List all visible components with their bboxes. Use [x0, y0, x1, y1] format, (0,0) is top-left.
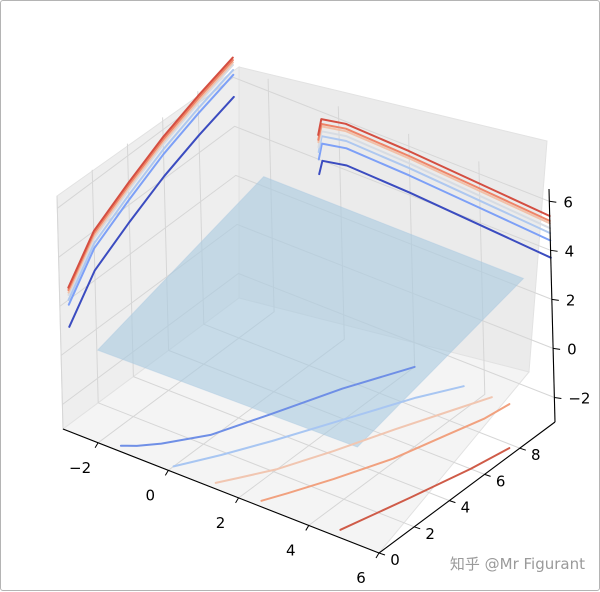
z-tick-mark — [554, 396, 562, 399]
watermark: 知乎 @Mr Figurant — [449, 555, 585, 573]
y-tick-mark — [519, 447, 526, 451]
x-tick-label: 6 — [356, 569, 366, 587]
y-tick-mark — [378, 552, 386, 556]
x-tick-mark — [94, 442, 99, 449]
grid-line-z — [57, 76, 550, 209]
contour-x-1 — [67, 73, 235, 306]
contour-y-0 — [318, 159, 552, 259]
axis-lines — [62, 188, 556, 554]
y-tick-mark — [484, 473, 491, 477]
z-tick-label: −2 — [568, 389, 590, 407]
y-tick-label: 2 — [425, 525, 435, 543]
z-tick-mark — [550, 249, 558, 252]
y-tick-mark — [414, 526, 421, 530]
contour-lines — [67, 56, 552, 531]
x-tick-label: −2 — [69, 459, 91, 477]
y-tick-label: 4 — [461, 499, 471, 517]
x-tick-label: 4 — [286, 541, 296, 559]
z-tick-mark — [549, 200, 557, 203]
x-tick-mark — [375, 552, 380, 559]
z-tick-mark — [551, 298, 559, 301]
z-tick-label: 2 — [566, 291, 576, 309]
z-tick-label: 6 — [563, 193, 573, 211]
z-tick-label: 0 — [567, 340, 577, 358]
contour-x-3 — [67, 64, 234, 296]
contour-x-0 — [68, 95, 235, 328]
grid-line-y-wall — [91, 169, 99, 403]
grid-line-y-wall — [56, 195, 64, 430]
contour-z-4 — [339, 447, 511, 531]
contour-x-6 — [67, 56, 234, 289]
contour-y-2 — [317, 135, 552, 235]
x-tick-label: 2 — [216, 514, 226, 532]
tick-labels: −2 0 2 4 6 0 2 4 6 8 −2 0 2 4 6 — [69, 193, 590, 587]
y-tick-label: 8 — [531, 446, 541, 464]
contour-y-1 — [317, 142, 552, 242]
z-axis-line — [548, 188, 556, 423]
contour-x-5 — [67, 59, 234, 291]
x-tick-mark — [305, 525, 310, 531]
x-tick-label: 0 — [146, 486, 156, 504]
grid-line-y-floor — [98, 402, 415, 528]
x-tick-mark — [235, 497, 239, 504]
contour-x-2 — [67, 68, 235, 301]
contour-x-4 — [67, 61, 234, 294]
y-tick-mark — [449, 500, 456, 504]
contour-y-6 — [317, 118, 551, 217]
y-axis-line — [378, 421, 556, 554]
grid-line-x — [308, 161, 486, 526]
x-tick-mark — [164, 470, 169, 476]
y-tick-label: 6 — [496, 472, 506, 490]
contour-z-1 — [172, 385, 465, 468]
contour-y-3 — [317, 130, 551, 230]
z-tick-label: 4 — [565, 242, 575, 260]
grid-line-y-floor — [133, 376, 450, 502]
y-tick-label: 0 — [390, 551, 400, 569]
contour-z-0 — [119, 365, 416, 447]
x-axis-line — [62, 428, 380, 554]
contour-z-3 — [260, 403, 511, 502]
contour-y-5 — [317, 123, 551, 222]
z-tick-mark — [553, 347, 561, 350]
contour-z-2 — [214, 396, 493, 484]
